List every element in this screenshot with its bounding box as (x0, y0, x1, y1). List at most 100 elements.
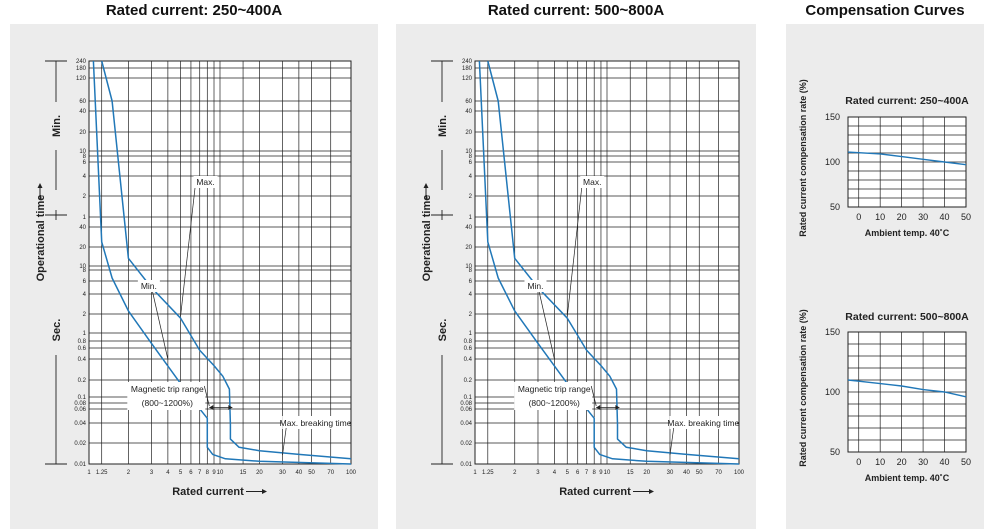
tc2-x-tick-label: 1.25 (482, 470, 494, 476)
tc2-y-tick-label: 0.06 (460, 407, 472, 413)
tc1-y-tick-label: 6 (83, 279, 87, 285)
tc2-y-tick-label: 20 (465, 245, 472, 251)
comp2-x-tick-label: 50 (961, 457, 971, 467)
tc1-x-tick-label: 1.25 (96, 470, 108, 476)
tc2-y-axis-label: Operational time (421, 195, 433, 282)
tc2-annot-leader (566, 182, 583, 317)
tc1-y-tick-label: 6 (83, 160, 87, 166)
tc2-x-tick-label: 8 (593, 470, 597, 476)
tc1-y-tick-label: 40 (79, 109, 86, 115)
tc2-y-tick-label: 120 (462, 76, 473, 82)
tc1-x-axis-arrowhead (262, 489, 267, 494)
tc1-y-group-sec: Sec. (51, 319, 63, 342)
tc2-y-tick-label: 1 (469, 215, 473, 221)
tc1-y-tick-label: 240 (76, 59, 87, 65)
tc2-y-tick-label: 2 (469, 194, 473, 200)
chart2-title: Rated current: 500~800A (487, 2, 665, 19)
tc1-x-tick-label: 1 (87, 470, 91, 476)
tc2-y-tick-label: 8 (469, 268, 473, 274)
tc1-y-tick-label: 0.01 (74, 462, 86, 468)
tc1-y-tick-label: 0.8 (78, 339, 87, 345)
tc2-annot-min: Min. (527, 281, 543, 291)
tc2-x-tick-label: 15 (627, 470, 634, 476)
tc1-y-tick-label: 2 (83, 312, 87, 318)
tc2-y-axis-arrowhead (423, 183, 429, 188)
comp1-title: Rated current: 250~400A (845, 95, 969, 107)
comp2-x-axis-label: Ambient temp. 40˚C (865, 473, 950, 483)
tc2-x-axis-label: Rated current (559, 486, 631, 498)
comp1-y-axis-label: Rated current compensation rate (%) (798, 79, 808, 237)
tc2-annot-breaking: Max. breaking time (667, 418, 739, 428)
comp2-x-tick-label: 10 (875, 457, 885, 467)
tc1-y-tick-label: 0.08 (74, 401, 86, 407)
tc1-y-tick-label: 8 (83, 268, 87, 274)
tc2-annot-leader (590, 385, 597, 407)
tc1-annot-leader (180, 182, 196, 317)
tc1-y-tick-label: 180 (76, 66, 87, 72)
tc1-x-tick-label: 8 (206, 470, 210, 476)
tc1-y-tick-label: 4 (83, 292, 87, 298)
tc2-annot-bg (524, 280, 547, 292)
tc1-y-tick-label: 0.1 (78, 395, 87, 401)
tc1-x-tick-label: 20 (256, 470, 263, 476)
comp1-x-tick-label: 50 (961, 212, 971, 222)
comp2-title: Rated current: 500~800A (845, 311, 969, 323)
tc1-annot-max: Max. (196, 177, 214, 187)
tc1-annot-leader (203, 385, 210, 407)
tc2-y-tick-label: 60 (465, 99, 472, 105)
tc1-y-tick-label: 0.04 (74, 421, 86, 427)
tc2-annot-bg (580, 176, 605, 188)
chart3-title: Compensation Curves (805, 2, 965, 19)
tc1-annot-bg (137, 280, 160, 292)
comp2-y-axis-label: Rated current compensation rate (%) (798, 309, 808, 467)
tc2-y-group-min: Min. (437, 115, 449, 137)
tc1-x-tick-label: 15 (240, 470, 247, 476)
tc1-annot-min: Min. (141, 281, 157, 291)
tc2-x-tick-label: 30 (667, 470, 674, 476)
tc1-x-tick-label: 10 (217, 470, 224, 476)
tc1-annot-bg (127, 382, 206, 410)
tc2-annot-leader (669, 427, 675, 456)
comp2-y-tick-label: 100 (825, 387, 840, 397)
tc2-y-tick-label: 6 (469, 160, 473, 166)
tc1-x-tick-label: 9 (212, 470, 216, 476)
tc1-curve-max (100, 60, 352, 460)
tc1-annot-leader (149, 279, 169, 360)
tc2-x-tick-label: 3 (536, 470, 540, 476)
tc2-annot-bg (514, 382, 593, 410)
tc1-annot-magnetic: Magnetic trip range (131, 384, 204, 394)
tc1-x-tick-label: 40 (296, 470, 303, 476)
tc1-y-tick-label: 0.2 (78, 378, 87, 384)
tc1-y-tick-label: 1 (83, 215, 87, 221)
tc2-x-axis-arrowhead (649, 489, 654, 494)
tc2-y-group-sec: Sec. (437, 319, 449, 342)
comp2-x-tick-label: 0 (856, 457, 861, 467)
tc1-x-tick-label: 3 (150, 470, 154, 476)
tc2-x-tick-label: 20 (643, 470, 650, 476)
tc1-y-tick-label: 120 (76, 76, 87, 82)
tc1-y-group-min: Min. (51, 115, 63, 137)
tc2-x-tick-label: 5 (566, 470, 570, 476)
comp1-x-tick-label: 20 (897, 212, 907, 222)
tc2-y-tick-label: 10 (465, 149, 472, 155)
tc2-annot-bg (669, 416, 737, 429)
tc2-x-tick-label: 1 (473, 470, 477, 476)
tc1-x-tick-label: 7 (198, 470, 202, 476)
tc1-x-tick-label: 4 (166, 470, 170, 476)
comp1-x-tick-label: 10 (875, 212, 885, 222)
tc2-magnetic-arrow-right (615, 405, 620, 410)
comp1-curve (847, 151, 967, 166)
tc2-annot-magnetic-range: (800~1200%) (529, 398, 580, 408)
tc1-y-tick-label: 0.02 (74, 441, 86, 447)
tc1-y-tick-label: 4 (83, 174, 87, 180)
tc2-y-tick-label: 0.04 (460, 421, 472, 427)
comp1-x-axis-label: Ambient temp. 40˚C (865, 228, 950, 238)
tc1-y-tick-label: 0.6 (78, 346, 87, 352)
tc2-y-tick-label: 0.8 (464, 339, 473, 345)
comp1-x-tick-label: 30 (918, 212, 928, 222)
tc1-annot-breaking: Max. breaking time (280, 418, 352, 428)
tc1-y-tick-label: 1 (83, 331, 87, 337)
tc2-y-tick-label: 4 (469, 292, 473, 298)
tc2-magnetic-arrow-left (596, 405, 601, 410)
comp2-x-tick-label: 30 (918, 457, 928, 467)
